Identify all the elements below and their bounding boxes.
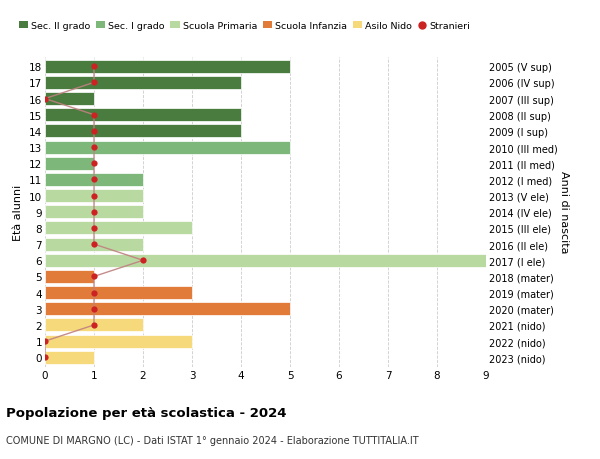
Bar xyxy=(45,190,143,202)
Bar xyxy=(45,109,241,122)
Bar xyxy=(45,222,192,235)
Text: COMUNE DI MARGNO (LC) - Dati ISTAT 1° gennaio 2024 - Elaborazione TUTTITALIA.IT: COMUNE DI MARGNO (LC) - Dati ISTAT 1° ge… xyxy=(6,435,419,445)
Bar xyxy=(45,238,143,251)
Bar xyxy=(45,61,290,73)
Y-axis label: Età alunni: Età alunni xyxy=(13,184,23,241)
Bar xyxy=(45,335,192,348)
Bar xyxy=(45,141,290,154)
Bar xyxy=(45,125,241,138)
Bar xyxy=(45,270,94,283)
Text: Popolazione per età scolastica - 2024: Popolazione per età scolastica - 2024 xyxy=(6,406,287,419)
Bar xyxy=(45,77,241,90)
Legend: Sec. II grado, Sec. I grado, Scuola Primaria, Scuola Infanzia, Asilo Nido, Stran: Sec. II grado, Sec. I grado, Scuola Prim… xyxy=(19,22,470,31)
Bar xyxy=(45,286,192,299)
Bar xyxy=(45,93,94,106)
Bar xyxy=(45,206,143,219)
Bar xyxy=(45,351,94,364)
Bar xyxy=(45,174,143,186)
Bar xyxy=(45,157,94,170)
Bar xyxy=(45,254,486,267)
Bar xyxy=(45,302,290,316)
Bar xyxy=(45,319,143,332)
Y-axis label: Anni di nascita: Anni di nascita xyxy=(559,171,569,253)
